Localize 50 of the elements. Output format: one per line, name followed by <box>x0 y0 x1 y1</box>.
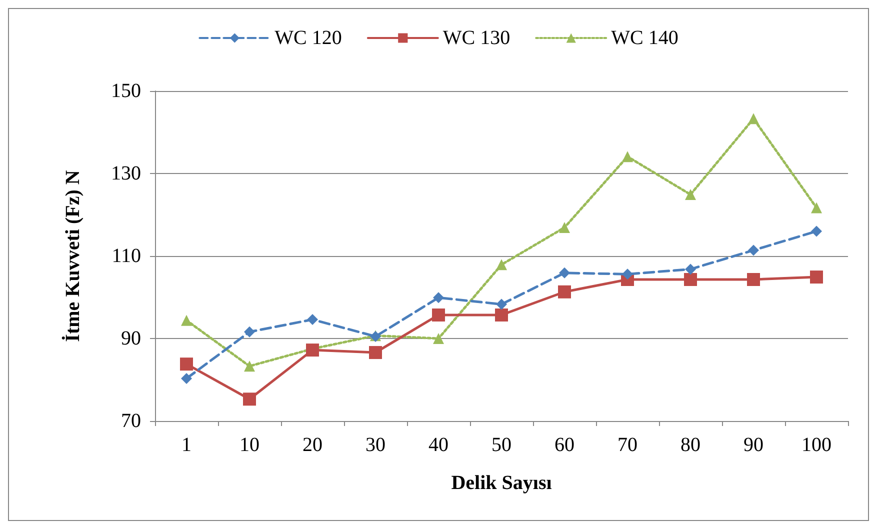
point <box>811 202 822 214</box>
x-tick-label: 70 <box>618 434 638 456</box>
point <box>811 226 822 237</box>
point <box>306 344 319 357</box>
x-tick-label: 20 <box>302 434 322 456</box>
x-tick-label: 80 <box>680 434 700 456</box>
x-tick-label: 30 <box>366 434 386 456</box>
legend-label: WC 130 <box>442 27 510 49</box>
y-tick-label: 70 <box>121 410 141 432</box>
y-tick-label: 150 <box>111 80 141 102</box>
point <box>496 259 507 270</box>
point <box>559 222 570 234</box>
x-tick-label: 90 <box>744 434 764 456</box>
point <box>810 270 823 284</box>
point <box>244 360 255 372</box>
point <box>433 292 444 304</box>
point <box>747 273 760 286</box>
legend-label: WC 140 <box>611 27 678 49</box>
point <box>685 189 696 200</box>
point <box>243 392 256 406</box>
y-tick-label: 90 <box>121 328 141 350</box>
point <box>558 285 571 298</box>
y-tick-label: 130 <box>111 162 141 184</box>
legend-label: WC 120 <box>274 27 342 49</box>
point <box>748 113 759 124</box>
point <box>180 358 193 371</box>
x-tick-label: 100 <box>802 434 832 456</box>
y-tick-label: 110 <box>112 245 141 267</box>
point <box>369 346 382 360</box>
point <box>181 373 192 384</box>
point <box>307 314 318 326</box>
point <box>181 314 192 326</box>
x-tick-label: 60 <box>554 434 574 456</box>
point <box>748 244 759 256</box>
point <box>685 264 696 275</box>
point <box>495 308 508 322</box>
x-tick-label: 40 <box>428 434 448 456</box>
x-tick-label: 1 <box>182 434 192 456</box>
point <box>433 333 444 344</box>
point <box>432 308 445 322</box>
y-axis-title: İtme Kuvveti (Fz) N <box>61 170 84 342</box>
point <box>244 326 255 338</box>
x-axis-title: Delik Sayısı <box>451 472 552 494</box>
x-tick-label: 10 <box>240 434 260 456</box>
x-tick-label: 50 <box>492 434 512 456</box>
point <box>622 268 633 280</box>
point <box>622 151 633 162</box>
point <box>684 273 697 286</box>
point <box>496 298 507 310</box>
point <box>559 267 570 278</box>
